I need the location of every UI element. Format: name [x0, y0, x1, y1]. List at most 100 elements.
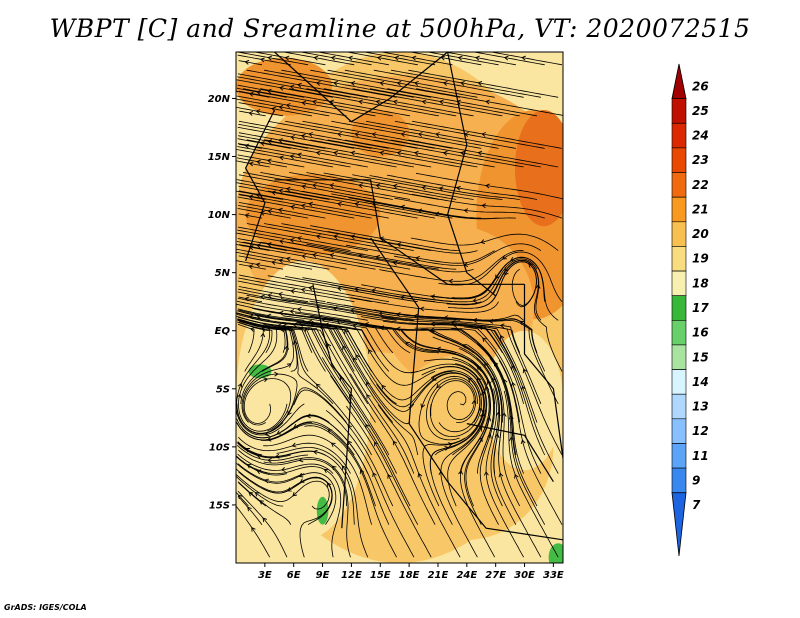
- streamline-arrow: [298, 472, 304, 478]
- streamline: [236, 241, 288, 251]
- streamline: [402, 258, 538, 303]
- streamline-arrow: [289, 237, 295, 243]
- country-border: [244, 109, 276, 262]
- streamline: [237, 238, 305, 251]
- streamline-arrow: [286, 363, 292, 368]
- streamline-arrow: [278, 188, 284, 194]
- colorbar-label: 18: [692, 276, 709, 290]
- streamline-arrow: [400, 132, 406, 137]
- streamline: [302, 190, 453, 219]
- streamline-arrow: [484, 362, 489, 368]
- streamline: [238, 185, 313, 200]
- streamline-arrow: [435, 132, 440, 137]
- streamline: [236, 79, 334, 98]
- streamline: [238, 60, 263, 66]
- streamline: [238, 296, 263, 303]
- streamline-arrow: [256, 159, 261, 165]
- streamline: [489, 357, 546, 525]
- streamline-arrow: [442, 80, 448, 86]
- streamline-arrow: [379, 150, 385, 156]
- streamline-arrow: [251, 526, 256, 532]
- streamline: [237, 323, 255, 353]
- streamline-arrow: [267, 208, 273, 214]
- streamline-arrow: [312, 99, 317, 105]
- streamline: [237, 291, 291, 303]
- streamline-arrow: [519, 320, 525, 326]
- streamline-arrow: [477, 150, 483, 156]
- streamline: [286, 415, 390, 525]
- streamline-arrow: [510, 256, 515, 262]
- streamline-arrow: [375, 99, 381, 105]
- streamline: [237, 126, 355, 149]
- streamline-arrow: [478, 325, 483, 330]
- streamline-arrow: [278, 104, 284, 110]
- streamline: [237, 54, 291, 66]
- streamline: [237, 138, 291, 149]
- streamline-arrow: [460, 80, 465, 86]
- streamline: [440, 410, 486, 558]
- country-border: [274, 52, 448, 123]
- streamline-arrow: [271, 190, 276, 196]
- streamline-arrow: [267, 55, 273, 61]
- streamline: [430, 385, 485, 525]
- streamline-arrow: [300, 133, 306, 139]
- streamline: [283, 315, 418, 374]
- streamline: [263, 324, 376, 423]
- streamline: [263, 434, 372, 525]
- lon-tick-label: 24E: [456, 570, 477, 581]
- colorbar-swatch: [671, 221, 687, 247]
- streamline-arrow: [280, 467, 286, 472]
- streamline: [238, 277, 372, 303]
- colorbar-label: 13: [692, 400, 709, 414]
- streamline: [323, 172, 474, 200]
- streamline-arrow: [521, 55, 526, 61]
- streamline-arrow: [248, 491, 254, 497]
- lat-tick-label: 10N: [208, 210, 231, 221]
- streamline-arrow: [419, 306, 425, 312]
- streamline-arrow: [462, 344, 468, 349]
- streamline-arrow: [341, 465, 347, 471]
- streamline-arrow: [344, 329, 349, 335]
- streamline: [365, 200, 516, 220]
- streamline-arrow: [296, 306, 302, 312]
- streamline: [408, 69, 559, 98]
- streamline-arrow: [354, 132, 360, 137]
- streamline: [238, 471, 333, 507]
- country-border: [274, 179, 525, 285]
- streamline: [236, 326, 284, 435]
- streamline: [416, 88, 563, 116]
- streamline: [260, 423, 376, 507]
- streamline-arrow: [494, 433, 500, 439]
- streamline: [238, 244, 376, 270]
- streamline: [238, 213, 263, 219]
- wbpt-region-c22: [236, 57, 333, 116]
- streamline-arrow: [371, 288, 377, 294]
- streamline-arrow: [297, 236, 302, 241]
- streamline-arrow: [300, 287, 306, 293]
- streamline: [387, 88, 538, 117]
- streamline-arrow: [511, 365, 516, 371]
- streamline-arrow: [244, 213, 250, 219]
- streamline: [327, 69, 478, 98]
- streamline: [459, 395, 496, 558]
- streamline: [310, 69, 461, 98]
- streamline: [373, 69, 524, 98]
- streamline-arrow: [387, 473, 392, 479]
- streamline-arrow: [308, 285, 313, 291]
- country-border: [466, 423, 554, 483]
- streamline: [237, 481, 292, 525]
- streamline: [239, 120, 389, 149]
- streamline-arrow: [285, 256, 291, 262]
- streamline-arrow: [365, 423, 370, 429]
- colorbar-top-arrow: [671, 63, 687, 100]
- streamline: [237, 319, 334, 405]
- streamline: [310, 225, 461, 251]
- streamline-arrow: [255, 192, 261, 198]
- streamline-arrow: [458, 469, 464, 475]
- streamline-arrow: [392, 260, 398, 266]
- streamline-arrow: [256, 454, 262, 459]
- streamline: [237, 441, 263, 456]
- streamline-arrow: [481, 132, 487, 137]
- streamline-arrow: [420, 403, 426, 409]
- streamline: [285, 190, 436, 219]
